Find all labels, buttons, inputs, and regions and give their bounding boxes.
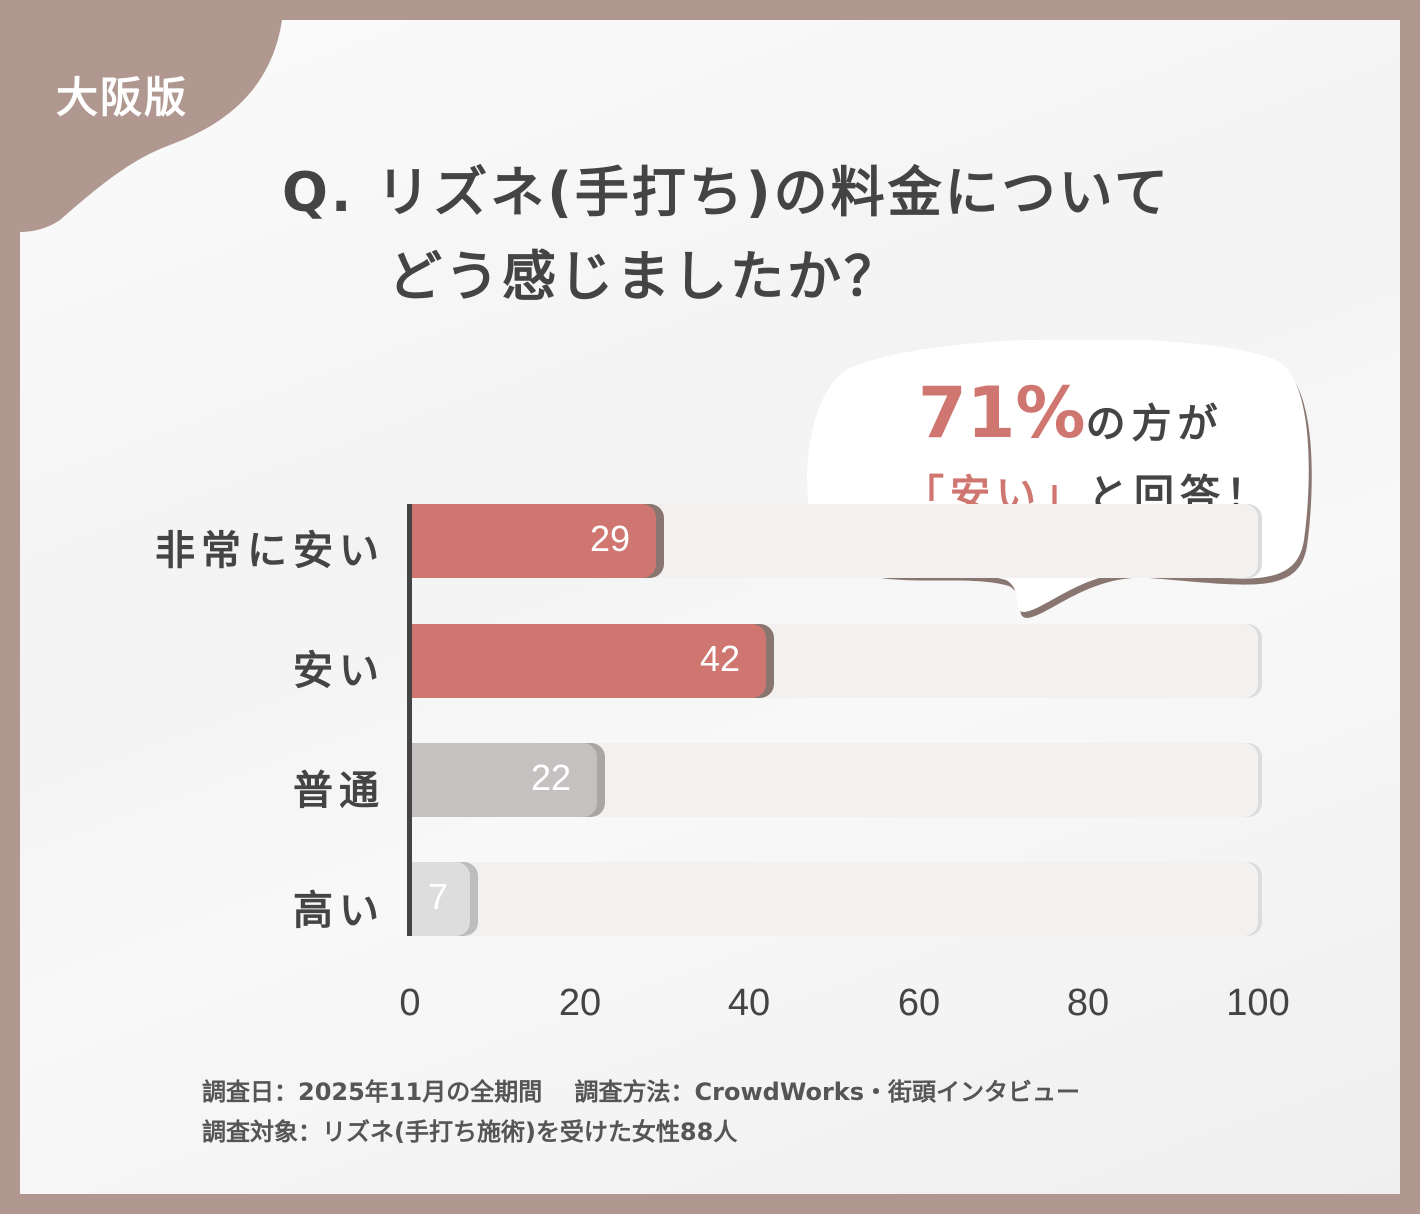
x-tick: 40 [727,982,771,1024]
bar-very-cheap: 29 [410,504,656,578]
corner-blob-decoration [20,20,282,232]
category-label: 安い [293,648,385,694]
bar-value: 42 [699,638,740,679]
bar-track [410,862,1258,936]
region-badge: 大阪版 [56,73,189,122]
category-label: 非常に安い [155,528,385,574]
category-label: 高い [293,888,385,934]
x-tick: 60 [897,982,941,1024]
callout-line1-text: の方が [1085,401,1224,447]
bar-value: 22 [530,757,571,798]
x-tick: 80 [1066,982,1110,1024]
infographic-card: 大阪版 Q. リズネ(手打ち)の料金について どう感じましたか？ [20,20,1400,1194]
y-axis-line [407,504,412,936]
x-tick: 0 [399,982,421,1024]
page-title-line1: Q. リズネ(手打ち)の料金について [282,161,1171,224]
survey-info-line2: 調査対象：リズネ(手打ち施術)を受けた女性88人 [202,1118,738,1146]
bar-normal: 22 [410,743,597,817]
callout-percent: 71% [918,372,1086,454]
bar-cheap: 42 [410,624,766,698]
category-label: 普通 [293,768,385,814]
callout-line1: 71%の方が [918,372,1224,454]
bar-value: 29 [589,518,630,559]
x-tick: 100 [1226,982,1290,1024]
survey-info-line1: 調査日：2025年11月の全期間 調査方法：CrowdWorks・街頭インタビュ… [202,1078,1081,1106]
page-title-line2: どう感じましたか？ [388,245,901,308]
bar-expensive: 7 [410,862,470,936]
bar-value: 7 [427,876,448,917]
x-tick: 20 [558,982,602,1024]
